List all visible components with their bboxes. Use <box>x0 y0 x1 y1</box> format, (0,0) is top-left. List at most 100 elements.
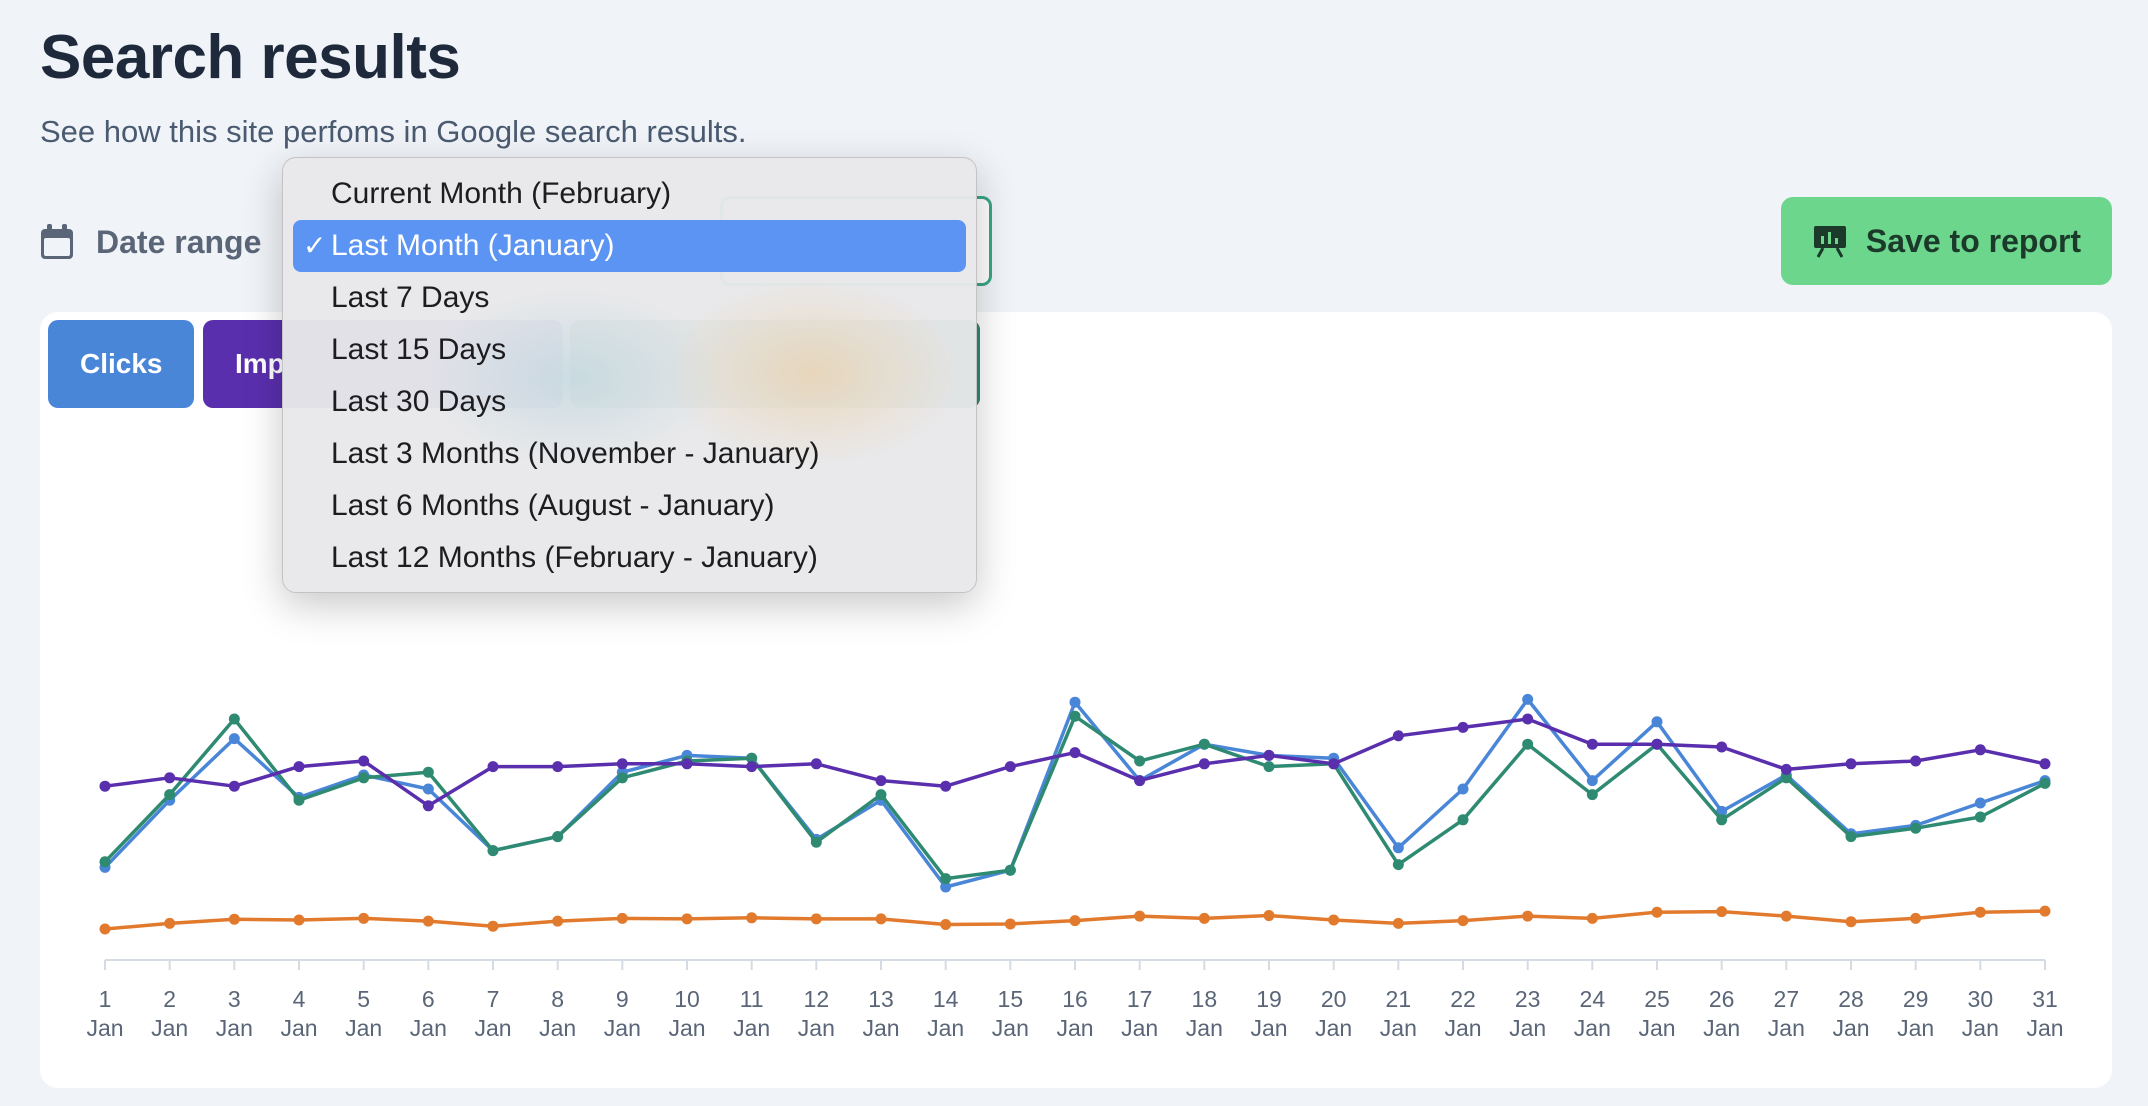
data-point[interactable] <box>1522 738 1534 750</box>
data-point[interactable] <box>1716 906 1728 918</box>
data-point[interactable] <box>228 913 240 925</box>
data-point[interactable] <box>875 913 887 925</box>
data-point[interactable] <box>99 923 111 935</box>
data-point[interactable] <box>1780 910 1792 922</box>
dropdown-option-current-month[interactable]: Current Month (February) <box>331 177 672 210</box>
data-point[interactable] <box>1392 842 1404 854</box>
data-point[interactable] <box>1780 772 1792 784</box>
data-point[interactable] <box>681 758 693 770</box>
data-point[interactable] <box>422 766 434 778</box>
data-point[interactable] <box>746 752 758 764</box>
data-point[interactable] <box>875 775 887 787</box>
data-point[interactable] <box>1457 721 1469 733</box>
data-point[interactable] <box>422 915 434 927</box>
data-point[interactable] <box>1845 916 1857 928</box>
data-point[interactable] <box>1586 775 1598 787</box>
data-point[interactable] <box>1974 744 1986 756</box>
data-point[interactable] <box>2039 777 2051 789</box>
data-point[interactable] <box>940 881 952 893</box>
data-point[interactable] <box>164 917 176 929</box>
data-point[interactable] <box>1974 797 1986 809</box>
data-point[interactable] <box>1328 914 1340 926</box>
data-point[interactable] <box>1845 758 1857 770</box>
data-point[interactable] <box>1845 831 1857 843</box>
data-point[interactable] <box>228 713 240 725</box>
data-point[interactable] <box>616 758 628 770</box>
data-point[interactable] <box>1198 758 1210 770</box>
data-point[interactable] <box>1392 730 1404 742</box>
dropdown-option-last-6-months[interactable]: Last 6 Months (August - January) <box>331 489 775 522</box>
data-point[interactable] <box>164 772 176 784</box>
data-point[interactable] <box>487 920 499 932</box>
data-point[interactable] <box>1198 738 1210 750</box>
data-point[interactable] <box>616 912 628 924</box>
metric-tab-clicks[interactable]: Clicks <box>48 320 194 408</box>
data-point[interactable] <box>1457 814 1469 826</box>
data-point[interactable] <box>1004 918 1016 930</box>
data-point[interactable] <box>422 783 434 795</box>
data-point[interactable] <box>1651 738 1663 750</box>
data-point[interactable] <box>1522 713 1534 725</box>
data-point[interactable] <box>1392 917 1404 929</box>
data-point[interactable] <box>1586 738 1598 750</box>
dropdown-option-last-30-days[interactable]: Last 30 Days <box>331 385 507 418</box>
data-point[interactable] <box>746 761 758 773</box>
data-point[interactable] <box>552 831 564 843</box>
data-point[interactable] <box>1069 747 1081 759</box>
data-point[interactable] <box>1134 910 1146 922</box>
dropdown-option-last-3-months[interactable]: Last 3 Months (November - January) <box>331 437 820 470</box>
data-point[interactable] <box>1263 761 1275 773</box>
data-point[interactable] <box>940 919 952 931</box>
data-point[interactable] <box>228 733 240 745</box>
data-point[interactable] <box>2039 758 2051 770</box>
date-range-dropdown[interactable]: Current Month (February) ✓ Last Month (Ja… <box>282 157 977 593</box>
data-point[interactable] <box>1069 915 1081 927</box>
dropdown-option-last-month[interactable]: ✓ Last Month (January) <box>293 220 966 272</box>
data-point[interactable] <box>487 761 499 773</box>
data-point[interactable] <box>1910 912 1922 924</box>
data-point[interactable] <box>1004 761 1016 773</box>
data-point[interactable] <box>1651 906 1663 918</box>
data-point[interactable] <box>1134 755 1146 767</box>
data-point[interactable] <box>99 780 111 792</box>
data-point[interactable] <box>293 794 305 806</box>
data-point[interactable] <box>2039 905 2051 917</box>
data-point[interactable] <box>746 912 758 924</box>
data-point[interactable] <box>1522 693 1534 705</box>
data-point[interactable] <box>810 836 822 848</box>
data-point[interactable] <box>940 873 952 885</box>
data-point[interactable] <box>1651 716 1663 728</box>
data-point[interactable] <box>681 913 693 925</box>
data-point[interactable] <box>616 772 628 784</box>
data-point[interactable] <box>940 780 952 792</box>
data-point[interactable] <box>228 780 240 792</box>
data-point[interactable] <box>1716 741 1728 753</box>
data-point[interactable] <box>1392 859 1404 871</box>
data-point[interactable] <box>1910 755 1922 767</box>
data-point[interactable] <box>1586 789 1598 801</box>
data-point[interactable] <box>1004 864 1016 876</box>
data-point[interactable] <box>1263 749 1275 761</box>
data-point[interactable] <box>1974 811 1986 823</box>
data-point[interactable] <box>358 772 370 784</box>
data-point[interactable] <box>1069 696 1081 708</box>
data-point[interactable] <box>552 915 564 927</box>
data-point[interactable] <box>810 913 822 925</box>
data-point[interactable] <box>99 856 111 868</box>
data-point[interactable] <box>1974 906 1986 918</box>
data-point[interactable] <box>1780 763 1792 775</box>
data-point[interactable] <box>358 912 370 924</box>
data-point[interactable] <box>293 761 305 773</box>
data-point[interactable] <box>1522 910 1534 922</box>
dropdown-option-last-7-days[interactable]: Last 7 Days <box>331 281 490 314</box>
data-point[interactable] <box>1586 912 1598 924</box>
data-point[interactable] <box>487 845 499 857</box>
dropdown-option-last-15-days[interactable]: Last 15 Days <box>331 333 507 366</box>
data-point[interactable] <box>422 800 434 812</box>
data-point[interactable] <box>358 755 370 767</box>
data-point[interactable] <box>1263 910 1275 922</box>
data-point[interactable] <box>1910 822 1922 834</box>
data-point[interactable] <box>1716 814 1728 826</box>
data-point[interactable] <box>1198 912 1210 924</box>
data-point[interactable] <box>1069 710 1081 722</box>
